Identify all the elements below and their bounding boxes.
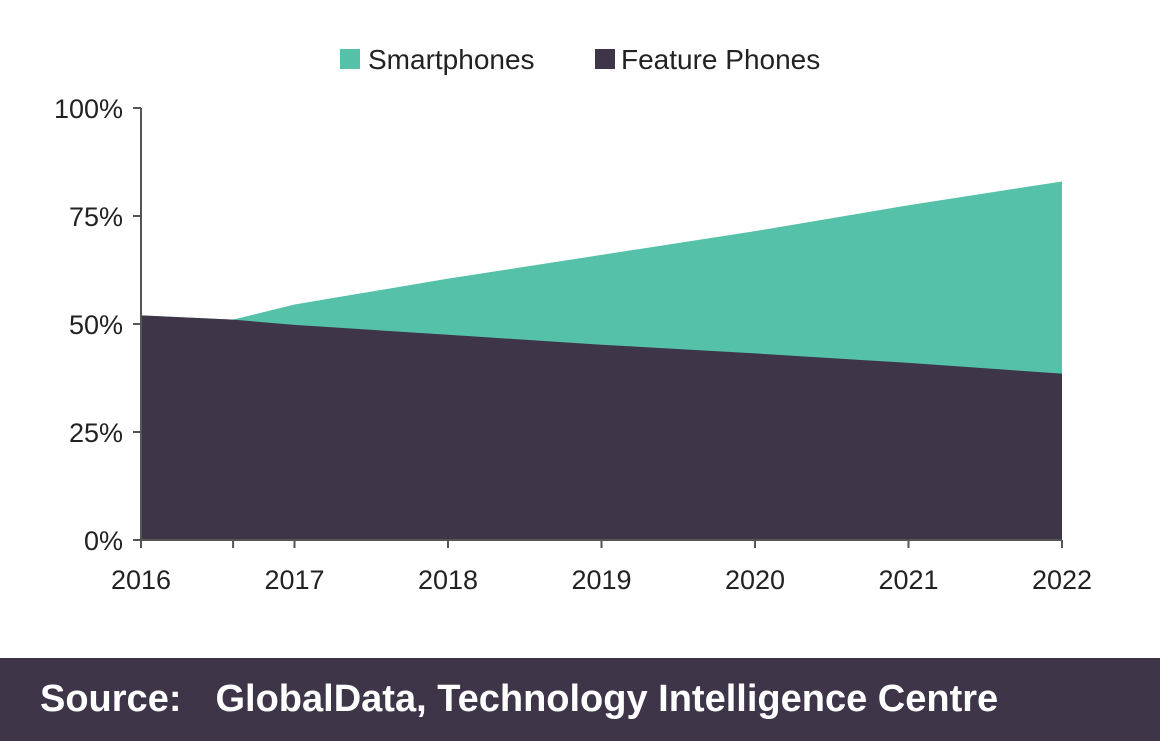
- x-tick-label: 2022: [1032, 565, 1092, 595]
- x-tick-label: 2018: [418, 565, 478, 595]
- y-tick-label: 50%: [69, 310, 123, 340]
- legend-swatch: [595, 49, 615, 69]
- source-text: GlobalData, Technology Intelligence Cent…: [215, 678, 999, 720]
- legend-label: Smartphones: [368, 44, 535, 75]
- chart-axes: 0% 25% 50% 75% 100% 2016 2017 2018 2019 2020 2021 2…: [54, 94, 1092, 595]
- legend-swatch: [340, 49, 360, 69]
- source-label: Source:: [40, 678, 182, 720]
- y-tick-label: 75%: [69, 202, 123, 232]
- x-tick-label: 2016: [111, 565, 171, 595]
- area-chart: Smartphones Feature Phones 0% 25% 50% 75% 100…: [54, 44, 1092, 595]
- y-tick-label: 0%: [84, 526, 123, 556]
- y-tick-label: 100%: [54, 94, 123, 124]
- source-footer: Source: GlobalData, Technology Intellige…: [0, 658, 1160, 741]
- x-tick-label: 2021: [878, 565, 938, 595]
- x-tick-label: 2019: [571, 565, 631, 595]
- x-tick-label: 2020: [725, 565, 785, 595]
- legend-label: Feature Phones: [621, 44, 820, 75]
- chart-areas: [141, 181, 1062, 540]
- x-tick-label: 2017: [264, 565, 324, 595]
- y-tick-label: 25%: [69, 418, 123, 448]
- chart-legend: Smartphones Feature Phones: [340, 44, 820, 75]
- area-feature-phones: [141, 315, 1062, 540]
